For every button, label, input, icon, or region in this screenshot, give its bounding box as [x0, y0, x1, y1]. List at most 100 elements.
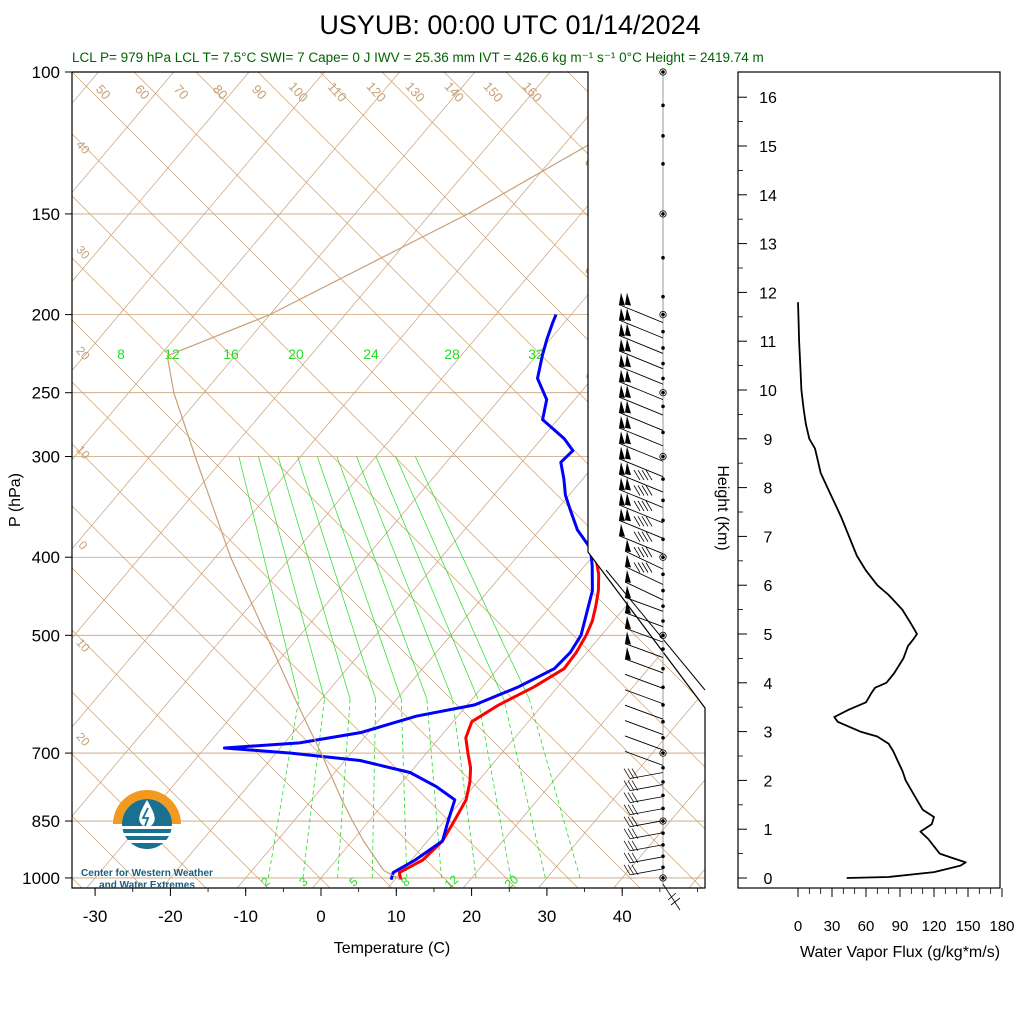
wind-barb-flag — [625, 554, 631, 568]
wind-barb-flag — [619, 354, 625, 368]
isotherm-label: 40 — [73, 138, 93, 158]
wind-level-ring — [659, 631, 667, 639]
mixing-ratio-line-upper — [395, 456, 505, 700]
mixing-ratio-line-upper — [375, 456, 479, 700]
x-tick-label: 30 — [537, 907, 556, 926]
wind-barb-feather — [641, 546, 649, 558]
wind-level-dot — [661, 685, 665, 690]
wind-barb-flag — [625, 508, 631, 522]
isotherm-line — [72, 72, 476, 888]
wind-level-dot — [661, 555, 665, 560]
wind-level-dot — [661, 294, 665, 299]
wind-barb-shaft — [629, 856, 664, 864]
skewt-background — [72, 72, 1024, 888]
wind-barb-feather — [633, 562, 641, 573]
wind-level-ring — [659, 210, 667, 218]
y-tick-label: 300 — [32, 448, 60, 467]
dry-adiabat-line — [72, 72, 703, 888]
isotherm-line — [72, 72, 325, 888]
dry-adiabat-line — [133, 72, 705, 888]
wind-level-dot — [661, 376, 665, 381]
wind-level-dot — [661, 134, 665, 138]
series-dewpoint — [222, 314, 594, 881]
isotherm-label: 0 — [76, 538, 91, 553]
mixing-ratio-label-bottom: 3 — [296, 874, 310, 889]
isotherm-line — [72, 72, 551, 888]
wind-level-dot — [661, 255, 665, 260]
wind-barb-flag — [625, 338, 631, 352]
wind-barb-feather — [645, 562, 653, 573]
wind-barb-feather — [627, 816, 635, 827]
dry-adiabat-label: 130 — [403, 79, 429, 105]
mixing-ratio-label-bottom: 12 — [442, 872, 461, 892]
flux-y-tick-label: 11 — [760, 334, 777, 351]
x-axis-label: Temperature (C) — [334, 940, 450, 957]
y-tick-label: 1000 — [22, 869, 60, 888]
wind-barb-shaft — [629, 784, 664, 791]
wind-level-dot — [661, 588, 665, 593]
dry-adiabat-label: 70 — [171, 82, 192, 103]
wind-barb-shaft — [618, 489, 664, 508]
dry-adiabat-label: 150 — [481, 79, 507, 105]
wind-barb-feather — [623, 804, 631, 815]
wind-barb-feather — [623, 864, 631, 876]
mixing-ratio-label: 24 — [363, 346, 379, 362]
series-temperature — [397, 313, 665, 881]
isotherm-label: 10 — [73, 443, 93, 463]
wind-barb-shaft — [618, 396, 664, 416]
y-tick-label: 100 — [32, 63, 60, 82]
y-tick-label: 400 — [32, 548, 60, 567]
wind-barb-feather — [631, 780, 639, 791]
wind-barb-feather — [641, 516, 649, 527]
wind-barb-shaft — [618, 412, 664, 431]
wind-barb-flag — [625, 385, 631, 399]
flux-y-tick-label: 14 — [759, 188, 777, 205]
wind-barb-flag — [619, 369, 625, 383]
wind-barb-feather — [645, 516, 653, 527]
wind-barb-shaft — [624, 689, 664, 705]
wind-level-ring — [659, 389, 667, 397]
wind-barb-shaft — [629, 832, 664, 840]
wind-barb-feather — [631, 852, 639, 863]
mixing-ratio-label-bottom: 5 — [346, 874, 360, 889]
wind-level-dot — [661, 633, 665, 638]
skewt-diagonal-line — [605, 569, 706, 691]
wind-barb-shaft — [618, 381, 664, 401]
wind-barb-feather — [631, 864, 639, 876]
skewt-frame — [71, 71, 706, 889]
isotherm-line — [80, 72, 705, 888]
wind-barb-feather — [627, 852, 635, 863]
wind-barb-shaft — [624, 720, 664, 735]
dry-adiabat-label: 120 — [364, 79, 390, 105]
wind-barb-shaft — [629, 772, 664, 779]
wind-barb-flag — [625, 431, 631, 445]
mixing-ratio-line-upper — [316, 456, 402, 700]
wind-barb-feather — [633, 516, 641, 527]
y-axis-label: P (hPa) — [7, 473, 24, 527]
wind-barb-feather — [633, 531, 641, 542]
wind-barb-feather — [627, 780, 635, 791]
dry-adiabat-line — [754, 72, 1024, 888]
wind-barb-shaft — [618, 427, 664, 447]
wind-barb-flag — [619, 508, 625, 522]
mixing-ratio-line — [337, 699, 351, 878]
wind-barb-flag — [625, 369, 631, 383]
cw3e-logo: Center for Western Weather and Water Ext… — [81, 790, 213, 891]
wind-barb-feather — [631, 804, 639, 815]
wind-barb-flag — [619, 462, 625, 476]
isotherm-label: 10 — [73, 636, 93, 656]
flux-y-tick-label: 9 — [764, 432, 773, 449]
wind-level-dot — [661, 619, 665, 623]
flux-x-tick-label: 0 — [794, 918, 802, 935]
wind-barb-flag — [625, 646, 631, 660]
isotherm-line — [72, 72, 174, 888]
flux-y-tick-label: 7 — [764, 529, 773, 546]
wind-barb-flag — [625, 569, 631, 583]
mixing-ratio-line — [302, 699, 325, 878]
dry-adiabat-label: 140 — [442, 79, 468, 105]
wind-barb-feather — [637, 469, 645, 481]
wind-barb-feather — [623, 816, 631, 827]
wind-barb-shaft — [629, 820, 664, 828]
wind-level-dot — [661, 865, 665, 870]
isotherm-label: 30 — [73, 243, 93, 263]
